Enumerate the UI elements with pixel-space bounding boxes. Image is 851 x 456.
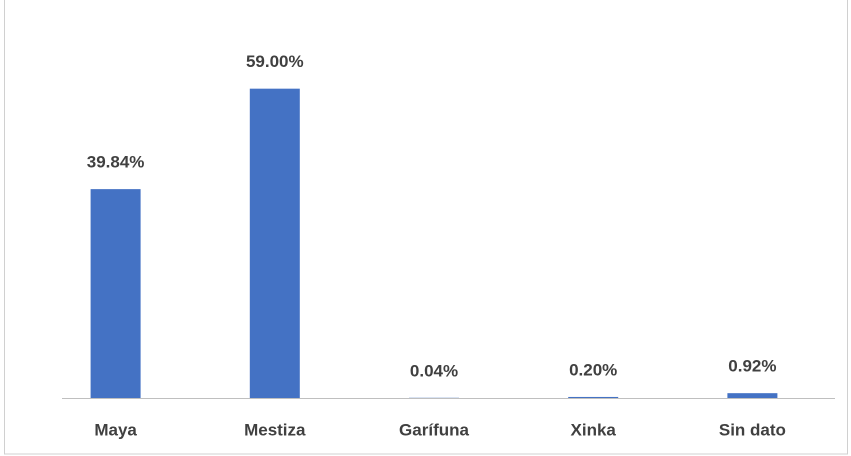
data-label: 0.92%: [728, 357, 776, 376]
bar: [90, 189, 141, 398]
bar: [568, 396, 619, 398]
x-tick-label: Maya: [94, 420, 137, 439]
chart-border: [4, 0, 848, 455]
data-label: 59.00%: [246, 52, 304, 71]
data-label: 39.84%: [87, 153, 145, 172]
x-tick-label: Mestiza: [244, 420, 306, 439]
bar: [249, 88, 300, 399]
data-label: 0.04%: [410, 361, 458, 380]
bar: [727, 393, 778, 398]
x-tick-label: Garífuna: [399, 420, 469, 439]
x-tick-label: Sin dato: [719, 420, 786, 439]
x-tick-label: Xinka: [571, 420, 617, 439]
data-label: 0.20%: [569, 360, 617, 379]
